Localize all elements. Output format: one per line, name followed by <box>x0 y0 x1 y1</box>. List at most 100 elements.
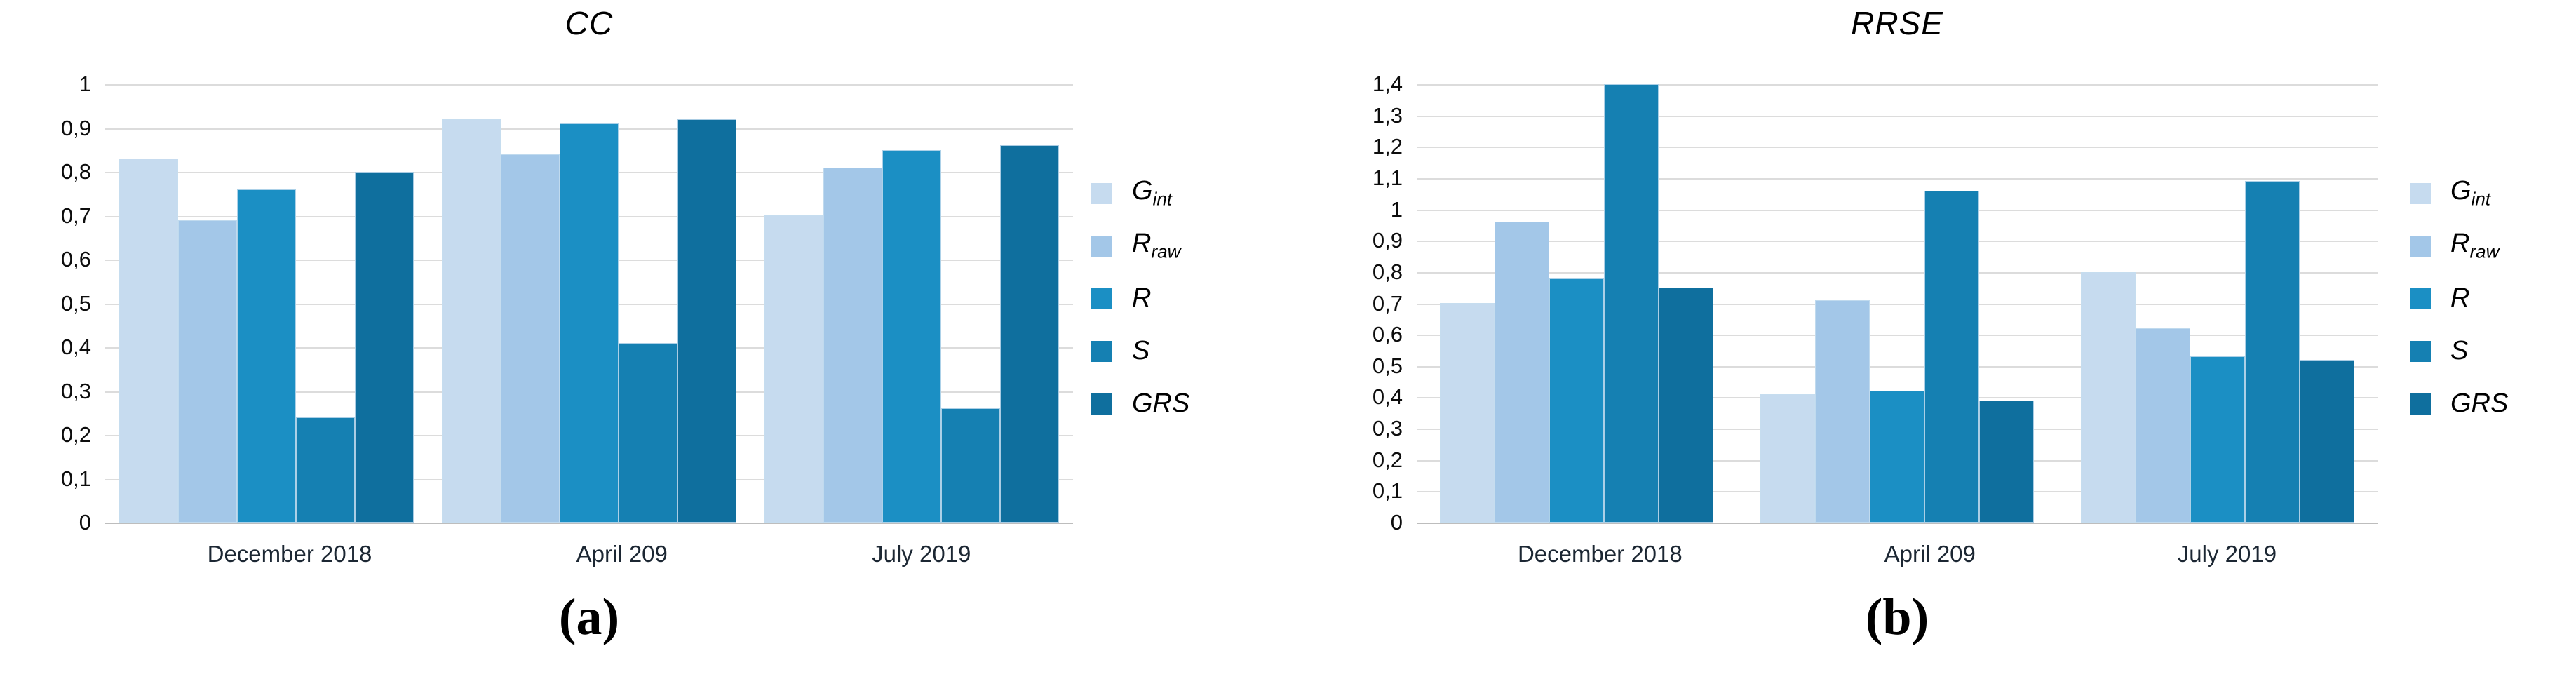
bar-GRS-1 <box>355 172 414 523</box>
y-axis-tick-label: 0,9 <box>60 116 91 140</box>
gridline <box>1417 116 2378 117</box>
chart-b-title: RRSE <box>1851 5 1943 41</box>
chart-a-legend: Gint Rraw R S GRS <box>1091 167 1189 430</box>
legend-label: Gint <box>1132 176 1173 210</box>
legend-entry-GRS: GRS <box>2410 377 2508 430</box>
x-axis-category-label: July 2019 <box>2177 541 2277 567</box>
gridline <box>1417 366 2378 368</box>
x-axis-category-label: December 2018 <box>207 541 372 567</box>
bar-S-2 <box>619 343 677 523</box>
gridline <box>105 523 1073 524</box>
x-axis-category-row: December 2018 April 209 July 2019 <box>1417 541 2378 567</box>
bar-S-3 <box>2244 181 2300 523</box>
bar-GRS-1 <box>1659 288 1714 523</box>
legend-swatch-S <box>1091 340 1112 362</box>
bar-Rraw-2 <box>501 154 560 523</box>
bar-Gint-1 <box>119 159 178 523</box>
legend-entry-R: R <box>1091 272 1189 325</box>
bar-Gint-3 <box>764 215 823 523</box>
bar-GRS-3 <box>2299 360 2354 523</box>
y-axis-tick-label: 0 <box>79 510 91 534</box>
bar-Gint-2 <box>1760 394 1815 523</box>
y-axis-tick-label: 0,1 <box>1372 478 1403 503</box>
y-axis-tick-label: 0,3 <box>1372 416 1403 440</box>
bar-group-july-2019 <box>764 84 1059 523</box>
legend-entry-GRS: GRS <box>1091 377 1189 430</box>
gridline <box>1417 210 2378 211</box>
legend-entry-Rraw: Rraw <box>1091 220 1189 272</box>
bar-GRS-3 <box>1000 145 1059 523</box>
bar-Rraw-2 <box>1814 300 1870 523</box>
y-axis-tick-label: 1,2 <box>1372 134 1403 159</box>
bar-group-december-2018 <box>119 84 414 523</box>
legend-entry-S: S <box>2410 325 2508 377</box>
legend-entry-S: S <box>1091 325 1189 377</box>
bar-Rraw-3 <box>2135 328 2190 523</box>
legend-entry-Gint: Gint <box>1091 167 1189 220</box>
y-axis-tick-label: 1 <box>79 72 91 96</box>
y-axis-tick-label: 1,1 <box>1372 166 1403 190</box>
legend-label: Gint <box>2450 176 2491 210</box>
bar-GRS-2 <box>1978 401 2034 523</box>
bar-R-3 <box>2190 356 2245 523</box>
legend-swatch-R <box>1091 288 1112 309</box>
chart-a-title: CC <box>565 5 614 41</box>
x-axis-category-label: April 209 <box>576 541 668 567</box>
bar-S-1 <box>296 417 355 523</box>
legend-swatch-Rraw <box>2410 235 2431 257</box>
legend-label: R <box>1132 283 1152 313</box>
y-axis-tick-label: 0,5 <box>1372 354 1403 378</box>
y-axis-tick-label: 1,4 <box>1372 72 1403 96</box>
caption-a: (a) <box>558 588 620 646</box>
gridline <box>105 84 1073 86</box>
y-axis-tick-label: 0,4 <box>60 335 91 359</box>
y-axis-tick-label: 0,8 <box>60 159 91 184</box>
legend-swatch-Gint <box>2410 182 2431 204</box>
gridline <box>1417 147 2378 148</box>
bar-group-july-2019 <box>2080 84 2354 523</box>
legend-label: GRS <box>1132 389 1190 418</box>
x-axis-category-label: July 2019 <box>872 541 971 567</box>
bar-Rraw-1 <box>178 220 237 523</box>
gridline <box>1417 272 2378 274</box>
y-axis-tick-label: 0,4 <box>1372 384 1403 409</box>
chart-a-plot-area: 1 0,9 0,8 0,7 0,6 0,5 0,4 0,3 0,2 0,1 0 <box>61 72 1073 534</box>
bar-Rraw-3 <box>823 168 882 523</box>
legend-swatch-GRS <box>1091 393 1112 415</box>
gridline <box>1417 178 2378 180</box>
legend-entry-Rraw: Rraw <box>2410 220 2508 272</box>
bar-R-2 <box>560 123 619 523</box>
y-axis-tick-label: 1 <box>1390 197 1403 222</box>
gridline <box>1417 523 2378 524</box>
y-axis-tick-label: 0,6 <box>1372 322 1403 346</box>
legend-label: R <box>2450 283 2470 313</box>
y-axis-tick-label: 0,7 <box>60 203 91 228</box>
bar-R-2 <box>1869 391 1924 523</box>
legend-swatch-Gint <box>1091 182 1112 204</box>
gridline <box>1417 304 2378 305</box>
y-axis-tick-label: 0,1 <box>60 466 91 491</box>
legend-label: S <box>2450 336 2469 365</box>
bar-S-2 <box>1924 191 1979 523</box>
legend-entry-R: R <box>2410 272 2508 325</box>
y-axis-tick-label: 0,9 <box>1372 228 1403 253</box>
bar-Gint-2 <box>442 119 501 523</box>
bar-R-1 <box>237 189 296 523</box>
legend-label: S <box>1132 336 1150 365</box>
bars-row <box>105 84 1073 523</box>
bar-Gint-1 <box>1440 303 1495 523</box>
chart-b-legend: Gint Rraw R S GRS <box>2410 167 2508 430</box>
bar-Gint-3 <box>2080 272 2136 523</box>
y-axis-tick-label: 1,3 <box>1372 103 1403 128</box>
y-axis-tick-label: 0,8 <box>1372 260 1403 284</box>
y-axis-tick-label: 0,2 <box>60 422 91 447</box>
bars-row <box>1417 84 2378 523</box>
bar-S-3 <box>941 408 1000 523</box>
bar-R-1 <box>1549 278 1605 523</box>
legend-swatch-S <box>2410 340 2431 362</box>
bar-group-april-209 <box>442 84 736 523</box>
legend-swatch-Rraw <box>1091 235 1112 257</box>
legend-label: Rraw <box>2450 229 2500 262</box>
y-axis-tick-label: 0,3 <box>60 379 91 403</box>
bar-S-1 <box>1604 84 1659 523</box>
